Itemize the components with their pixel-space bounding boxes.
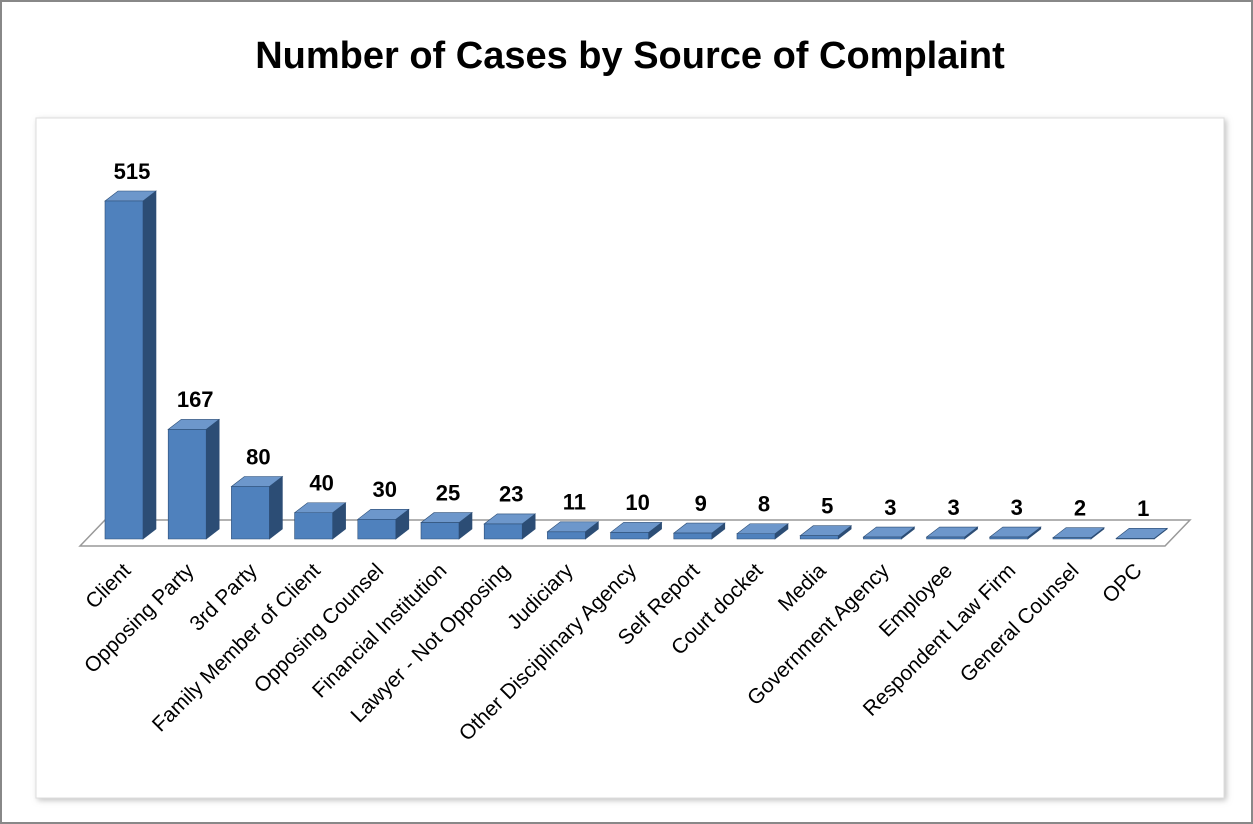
data-label: 9: [695, 491, 707, 516]
bar: [546, 521, 600, 540]
bar-front: [357, 519, 397, 540]
bar: [230, 475, 284, 540]
bar: [1115, 527, 1169, 540]
bar: [1052, 527, 1105, 540]
bar-front: [231, 486, 270, 540]
bar: [799, 525, 853, 540]
bar: [293, 502, 347, 540]
data-label: 80: [246, 444, 270, 469]
bar-front: [863, 536, 902, 540]
bar-front: [799, 535, 839, 540]
data-label: 25: [436, 480, 460, 505]
data-label: 30: [373, 477, 397, 502]
bar-front: [1052, 537, 1092, 540]
bar-front: [610, 532, 649, 540]
bar: [925, 526, 979, 540]
bar-front: [547, 531, 586, 540]
bar-side: [205, 418, 220, 540]
bar-front: [926, 536, 965, 540]
data-label: 5: [821, 494, 833, 519]
data-label: 167: [177, 387, 214, 412]
bar-front: [167, 429, 207, 540]
bar: [420, 511, 473, 540]
data-label: 2: [1074, 495, 1086, 520]
bar: [862, 526, 916, 540]
data-label: 515: [114, 159, 151, 184]
data-label: 3: [947, 495, 959, 520]
bar-front: [673, 532, 713, 540]
data-label: 3: [884, 495, 896, 520]
bar-side: [142, 190, 157, 540]
bar-front: [294, 512, 333, 540]
bar-front: [104, 200, 144, 540]
data-label: 1: [1137, 496, 1149, 521]
bar-side: [269, 475, 283, 540]
bar: [483, 513, 537, 540]
bar: [167, 418, 221, 540]
plot-area: [35, 117, 1225, 799]
bar-front: [1115, 538, 1155, 540]
bar: [104, 190, 157, 540]
data-label: 11: [563, 490, 586, 515]
bar: [672, 522, 726, 540]
chart-title: Number of Cases by Source of Complaint: [255, 35, 1005, 77]
data-label: 23: [499, 482, 523, 507]
bar-front: [420, 522, 460, 540]
bar: [736, 523, 789, 540]
data-label: 40: [309, 471, 333, 496]
bar: [988, 526, 1042, 540]
bar: [609, 521, 663, 540]
data-label: 3: [1011, 495, 1023, 520]
bar-front: [989, 536, 1029, 540]
data-label: 10: [625, 490, 649, 515]
bar-front: [483, 523, 523, 540]
data-label: 8: [758, 492, 770, 517]
bar: [356, 508, 410, 540]
bar-front: [736, 533, 776, 540]
